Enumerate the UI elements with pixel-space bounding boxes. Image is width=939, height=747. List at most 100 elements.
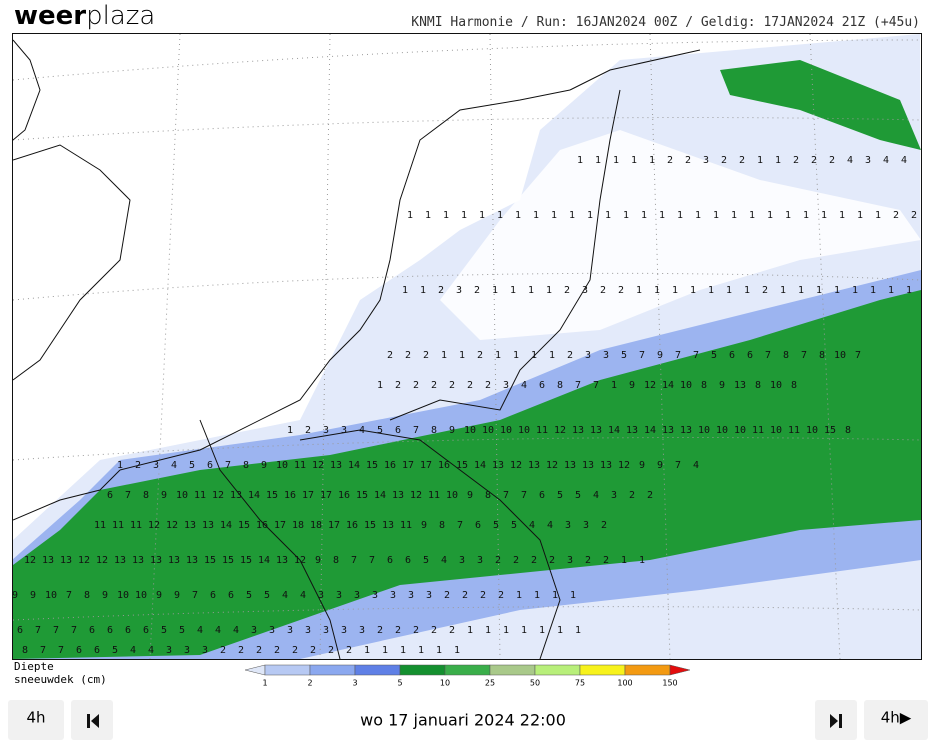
grid-value: 13 [564, 460, 576, 471]
grid-value: 9 [639, 460, 645, 471]
legend-title: sneeuwdek (cm) [14, 673, 107, 686]
grid-value: 5 [423, 555, 429, 566]
grid-values: 1 1 1 1 1 2 2 3 2 2 1 1 2 2 2 4 3 4 41 1 1 1 1 1 1 1 1 1 1 1 1 1 1 1 1 1 1 1 1… [13, 155, 917, 656]
grid-value: 9 [315, 555, 321, 566]
grid-value: 1 [757, 155, 763, 166]
step-back-button[interactable] [8, 700, 64, 740]
grid-value: 13 [114, 555, 126, 566]
grid-value: 14 [258, 555, 270, 566]
grid-value: 3 [456, 285, 462, 296]
grid-value: 3 [477, 555, 483, 566]
grid-value: 6 [107, 625, 113, 636]
grid-value: 1 [521, 625, 527, 636]
color-bar-tick: 150 [662, 679, 677, 688]
grid-value: 5 [621, 350, 627, 361]
grid-value: 2 [135, 460, 141, 471]
grid-value: 1 [713, 210, 719, 221]
grid-value: 3 [341, 425, 347, 436]
grid-value: 1 [906, 285, 912, 296]
grid-value: 3 [459, 555, 465, 566]
grid-value: 4 [547, 520, 553, 531]
grid-value: 3 [603, 350, 609, 361]
grid-value: 8 [431, 425, 437, 436]
grid-value: 7 [575, 380, 581, 391]
grid-value: 1 [639, 555, 645, 566]
grid-value: 1 [467, 625, 473, 636]
grid-value: 4 [901, 155, 907, 166]
grid-value: 1 [611, 380, 617, 391]
grid-value: 12 [546, 460, 558, 471]
grid-value: 3 [390, 590, 396, 601]
grid-value: 13 [734, 380, 746, 391]
grid-value: 11 [400, 520, 412, 531]
grid-value: 10 [698, 425, 710, 436]
grid-value: 1 [570, 590, 576, 601]
grid-value: 4 [197, 625, 203, 636]
grid-value: 1 [631, 155, 637, 166]
color-bar-tick: 5 [397, 679, 402, 688]
step-forward-label[interactable]: 4h▶ [881, 709, 912, 727]
grid-value: 6 [89, 625, 95, 636]
grid-value: 2 [395, 625, 401, 636]
grid-value: 9 [156, 590, 162, 601]
step-forward-button[interactable] [864, 700, 928, 740]
grid-value: 1 [708, 285, 714, 296]
grid-value: 3 [503, 380, 509, 391]
grid-value: 3 [323, 625, 329, 636]
grid-value: 5 [246, 590, 252, 601]
grid-value: 3 [202, 645, 208, 656]
grid-value: 10 [680, 380, 692, 391]
grid-value: 4 [282, 590, 288, 601]
grid-value: 1 [785, 210, 791, 221]
grid-value: 6 [210, 590, 216, 601]
grid-value: 9 [657, 350, 663, 361]
grid-value: 7 [40, 645, 46, 656]
grid-value: 2 [495, 555, 501, 566]
last-icon [830, 714, 842, 728]
grid-value: 11 [194, 490, 206, 501]
grid-value: 8 [333, 555, 339, 566]
grid-value: 1 [821, 210, 827, 221]
grid-value: 6 [747, 350, 753, 361]
grid-value: 14 [374, 490, 386, 501]
grid-value: 1 [436, 645, 442, 656]
grid-value: 1 [649, 155, 655, 166]
grid-value: 1 [534, 590, 540, 601]
grid-value: 7 [225, 460, 231, 471]
grid-value: 2 [423, 350, 429, 361]
grid-value: 1 [839, 210, 845, 221]
grid-value: 1 [531, 350, 537, 361]
grid-value: 1 [479, 210, 485, 221]
graticule [13, 34, 921, 659]
step-back-label[interactable]: 4h [26, 709, 45, 727]
color-bar-tick: 100 [617, 679, 632, 688]
grid-value: 3 [582, 285, 588, 296]
grid-value: 3 [703, 155, 709, 166]
grid-value: 3 [336, 590, 342, 601]
grid-value: 1 [575, 625, 581, 636]
grid-value: 1 [775, 155, 781, 166]
grid-value: 2 [413, 625, 419, 636]
grid-value: 1 [495, 350, 501, 361]
grid-value: 6 [94, 645, 100, 656]
grid-value: 1 [497, 210, 503, 221]
grid-value: 11 [94, 520, 106, 531]
grid-value: 14 [220, 520, 232, 531]
grid-value: 7 [369, 555, 375, 566]
grid-value: 3 [583, 520, 589, 531]
first-button[interactable] [71, 700, 113, 740]
color-bar-tick: 3 [352, 679, 357, 688]
grid-value: 3 [305, 625, 311, 636]
grid-value: 2 [829, 155, 835, 166]
grid-value: 1 [623, 210, 629, 221]
grid-value: 7 [521, 490, 527, 501]
grid-value: 1 [816, 285, 822, 296]
grid-value: 1 [117, 460, 123, 471]
grid-value: 3 [251, 625, 257, 636]
grid-value: 12 [78, 555, 90, 566]
grid-value: 1 [510, 285, 516, 296]
color-bar-tick: 1 [262, 679, 267, 688]
snow-green-north [720, 60, 921, 150]
grid-value: 15 [456, 460, 468, 471]
grid-value: 11 [294, 460, 306, 471]
